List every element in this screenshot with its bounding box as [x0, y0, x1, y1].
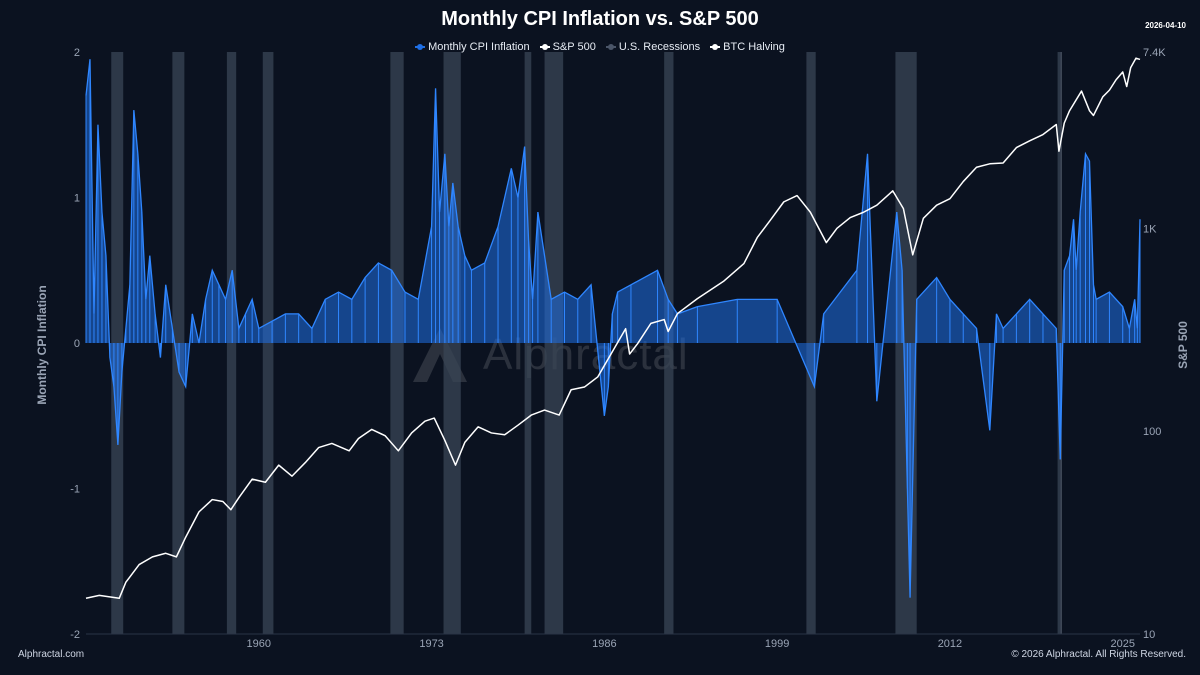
chart-legend: Monthly CPI Inflation S&P 500 U.S. Reces…: [0, 41, 1200, 53]
y-left-tick-label: 1: [74, 193, 80, 205]
y-right-tick-label: 7.4K: [1143, 47, 1166, 59]
y-left-tick-label: 0: [74, 338, 80, 350]
sp500-line: [85, 57, 1141, 600]
legend-btc-halving-label: BTC Halving: [723, 41, 785, 53]
cpi-area: [86, 59, 1140, 598]
legend-cpi-label: Monthly CPI Inflation: [428, 41, 530, 53]
legend-sp500-marker-icon: [539, 42, 550, 52]
legend-item-recessions[interactable]: U.S. Recessions: [605, 41, 701, 53]
y-right-tick-label: 100: [1143, 426, 1161, 438]
footer-site[interactable]: Alphractal.com: [18, 649, 85, 660]
footer-copyright: © 2026 Alphractal. All Rights Reserved.: [1011, 649, 1186, 660]
x-tick-label: 1960: [247, 638, 271, 650]
legend-btc-halving-marker-icon: [710, 42, 721, 52]
y-left-tick-label: -1: [70, 484, 80, 496]
sp500-series: [85, 57, 1141, 600]
y-right-tick-label: 1K: [1143, 223, 1157, 235]
y-right-tick-label: 10: [1143, 629, 1155, 641]
legend-sp500-label: S&P 500: [552, 41, 596, 53]
legend-cpi-marker-icon: [415, 42, 426, 52]
x-tick-label: 2012: [938, 638, 962, 650]
legend-item-sp500[interactable]: S&P 500: [539, 41, 596, 53]
x-tick-label: 1986: [592, 638, 616, 650]
x-tick-label: 1973: [419, 638, 443, 650]
legend-item-cpi[interactable]: Monthly CPI Inflation: [415, 41, 530, 53]
legend-item-btc-halving[interactable]: BTC Halving: [710, 41, 785, 53]
legend-recessions-marker-icon: [605, 42, 616, 52]
x-tick-label: 2025: [1110, 638, 1134, 650]
chart-title: Monthly CPI Inflation vs. S&P 500: [441, 8, 759, 30]
date-label: 2026-04-10: [1145, 21, 1186, 30]
x-tick-label: 1999: [765, 638, 789, 650]
axes: 1960 1973 1986 1999 2012 2025210-1-27.4K1K100…: [70, 47, 1166, 650]
legend-recessions-label: U.S. Recessions: [618, 41, 701, 53]
y-axis-title-right: S&P 500: [1176, 321, 1190, 369]
cpi-series: [85, 59, 1141, 598]
y-left-tick-label: -2: [70, 629, 80, 641]
y-left-tick-label: 2: [74, 47, 80, 59]
y-axis-title-left: Monthly CPI Inflation: [35, 285, 49, 405]
